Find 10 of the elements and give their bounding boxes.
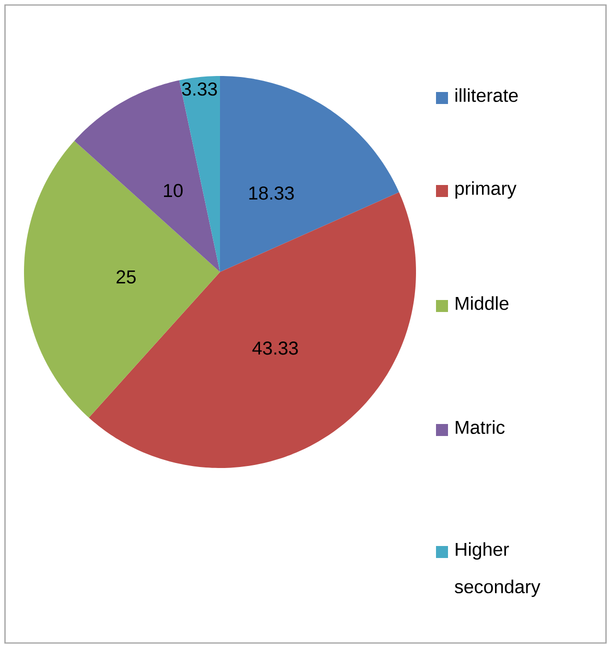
legend-label: illiterate: [456, 88, 518, 102]
legend-label: Middle: [456, 296, 508, 310]
legend-label: primary: [455, 181, 516, 199]
data-label: 3.33: [182, 82, 217, 96]
legend-label: Matric: [456, 420, 505, 434]
legend-label: Higher secondary: [454, 542, 540, 597]
data-label: 10: [164, 184, 183, 198]
data-label: 25: [116, 270, 136, 284]
data-label: 18.33: [249, 186, 294, 200]
data-label: 43.33: [252, 341, 298, 355]
